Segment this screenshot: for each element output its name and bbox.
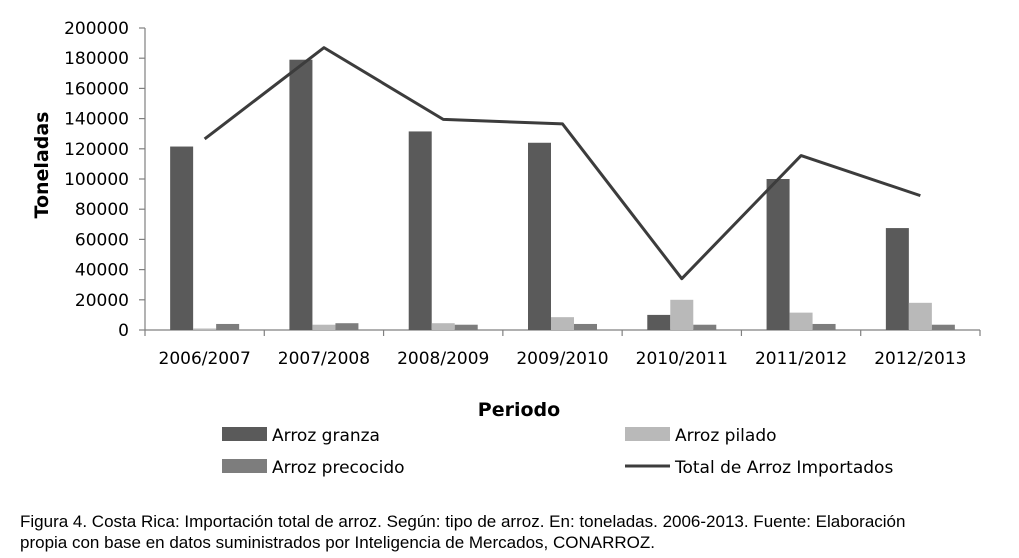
y-tick-label: 120000 <box>64 140 129 160</box>
x-axis-ticks: 2006/2007 2007/2008 2008/2009 2009/2010 2010… <box>144 330 981 369</box>
y-tick-label: 200000 <box>64 19 129 39</box>
y-tick-label: 40000 <box>75 261 129 281</box>
caption-line-2: propia con base en datos suministrados p… <box>20 533 655 552</box>
bar-arroz-pilado <box>789 312 813 330</box>
bar-arroz-pilado <box>551 317 574 330</box>
legend-swatch <box>222 427 267 441</box>
x-tick-label: 2007/2008 <box>278 349 370 369</box>
bar-arroz-precocido <box>693 324 717 330</box>
bar-arroz-granza <box>647 314 671 330</box>
bar-arroz-pilado <box>670 299 694 330</box>
y-tick-label: 160000 <box>64 79 129 99</box>
bar-arroz-granza <box>170 146 194 330</box>
x-tick-label: 2011/2012 <box>755 349 847 369</box>
caption-line-1: Figura 4. Costa Rica: Importación total … <box>20 512 906 531</box>
legend-swatch <box>625 427 670 441</box>
y-tick-label: 180000 <box>64 49 129 69</box>
bar-arroz-precocido <box>216 323 240 330</box>
legend-label: Arroz granza <box>272 426 380 446</box>
x-tick-label: 2006/2007 <box>159 349 251 369</box>
legend-label: Arroz pilado <box>675 426 777 446</box>
y-axis-ticks: 0 20000 40000 60000 80000 100000 120000 140000 1… <box>64 19 145 341</box>
bar-arroz-granza <box>528 142 551 330</box>
x-tick-label: 2012/2013 <box>874 349 966 369</box>
y-tick-label: 140000 <box>64 110 129 130</box>
bar-arroz-granza <box>885 228 909 330</box>
x-tick-label: 2008/2009 <box>397 349 489 369</box>
bar-arroz-precocido <box>574 323 597 330</box>
figure-caption: Figura 4. Costa Rica: Importación total … <box>20 511 1010 553</box>
y-tick-label: 60000 <box>75 230 129 250</box>
x-tick-label: 2010/2011 <box>636 349 728 369</box>
bar-arroz-pilado <box>193 328 217 330</box>
y-tick-label: 100000 <box>64 170 129 190</box>
bar-arroz-precocido <box>335 323 359 330</box>
y-tick-label: 80000 <box>75 200 129 220</box>
bar-arroz-precocido <box>812 323 836 330</box>
x-axis-title: Periodo <box>478 399 560 421</box>
bar-arroz-granza <box>766 179 790 330</box>
legend: Arroz granza Arroz pilado Arroz precocido T… <box>222 426 893 478</box>
x-tick-label: 2009/2010 <box>516 349 608 369</box>
y-tick-label: 20000 <box>75 291 129 311</box>
bars <box>170 59 955 331</box>
y-axis-title: Toneladas <box>31 112 53 219</box>
legend-label: Total de Arroz Importados <box>674 458 893 478</box>
bar-arroz-pilado <box>312 324 336 330</box>
bar-arroz-precocido <box>931 324 955 330</box>
bar-arroz-precocido <box>454 324 478 330</box>
bar-arroz-pilado <box>431 323 455 330</box>
series-line-total <box>203 46 921 281</box>
bar-arroz-granza <box>289 59 313 331</box>
legend-label: Arroz precocido <box>272 458 405 478</box>
y-tick-label: 0 <box>118 321 129 341</box>
bar-line-chart: 0 20000 40000 60000 80000 100000 120000 140000 1… <box>31 19 981 478</box>
bar-arroz-granza <box>408 131 432 330</box>
legend-swatch <box>222 459 267 473</box>
bar-arroz-pilado <box>908 302 932 330</box>
